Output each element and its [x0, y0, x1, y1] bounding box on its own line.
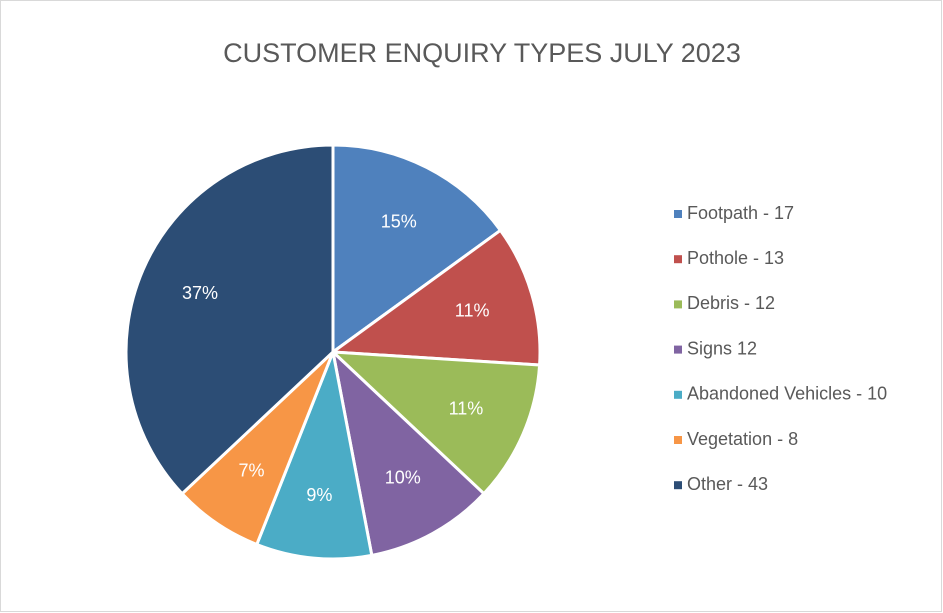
legend-marker — [674, 481, 682, 490]
pie-slice — [328, 228, 542, 367]
legend-text: Vegetation - 8 — [687, 429, 798, 449]
pie-slice — [124, 143, 335, 496]
legend-marker — [674, 390, 682, 399]
legend-text: Abandoned Vehicles - 10 — [687, 384, 887, 404]
legend-marker — [674, 436, 682, 444]
legend-marker — [674, 300, 682, 309]
pie-slice — [254, 346, 374, 561]
legend-text: Footpath - 17 — [687, 203, 794, 223]
slice-label: 11% — [449, 398, 484, 418]
chart-title: CUSTOMER ENQUIRY TYPES JULY 2023 — [223, 38, 741, 68]
legend-text: Other - 43 — [687, 474, 768, 494]
slice-label: 37% — [182, 283, 218, 303]
legend-text: Debris - 12 — [687, 293, 775, 313]
legend-text: Signs 12 — [687, 338, 757, 358]
pie-slice — [330, 347, 487, 558]
slice-label: 10% — [385, 468, 421, 488]
legend-marker — [674, 345, 682, 354]
pie-slice — [328, 350, 542, 496]
pie-slice — [331, 143, 503, 355]
legend-text: Pothole - 13 — [687, 248, 784, 268]
legend-marker — [674, 210, 682, 218]
slice-label: 7% — [239, 461, 265, 481]
slice-label: 9% — [306, 485, 332, 505]
slice-label: 11% — [455, 300, 490, 320]
legend-marker — [674, 255, 682, 264]
slice-label: 15% — [381, 212, 417, 232]
